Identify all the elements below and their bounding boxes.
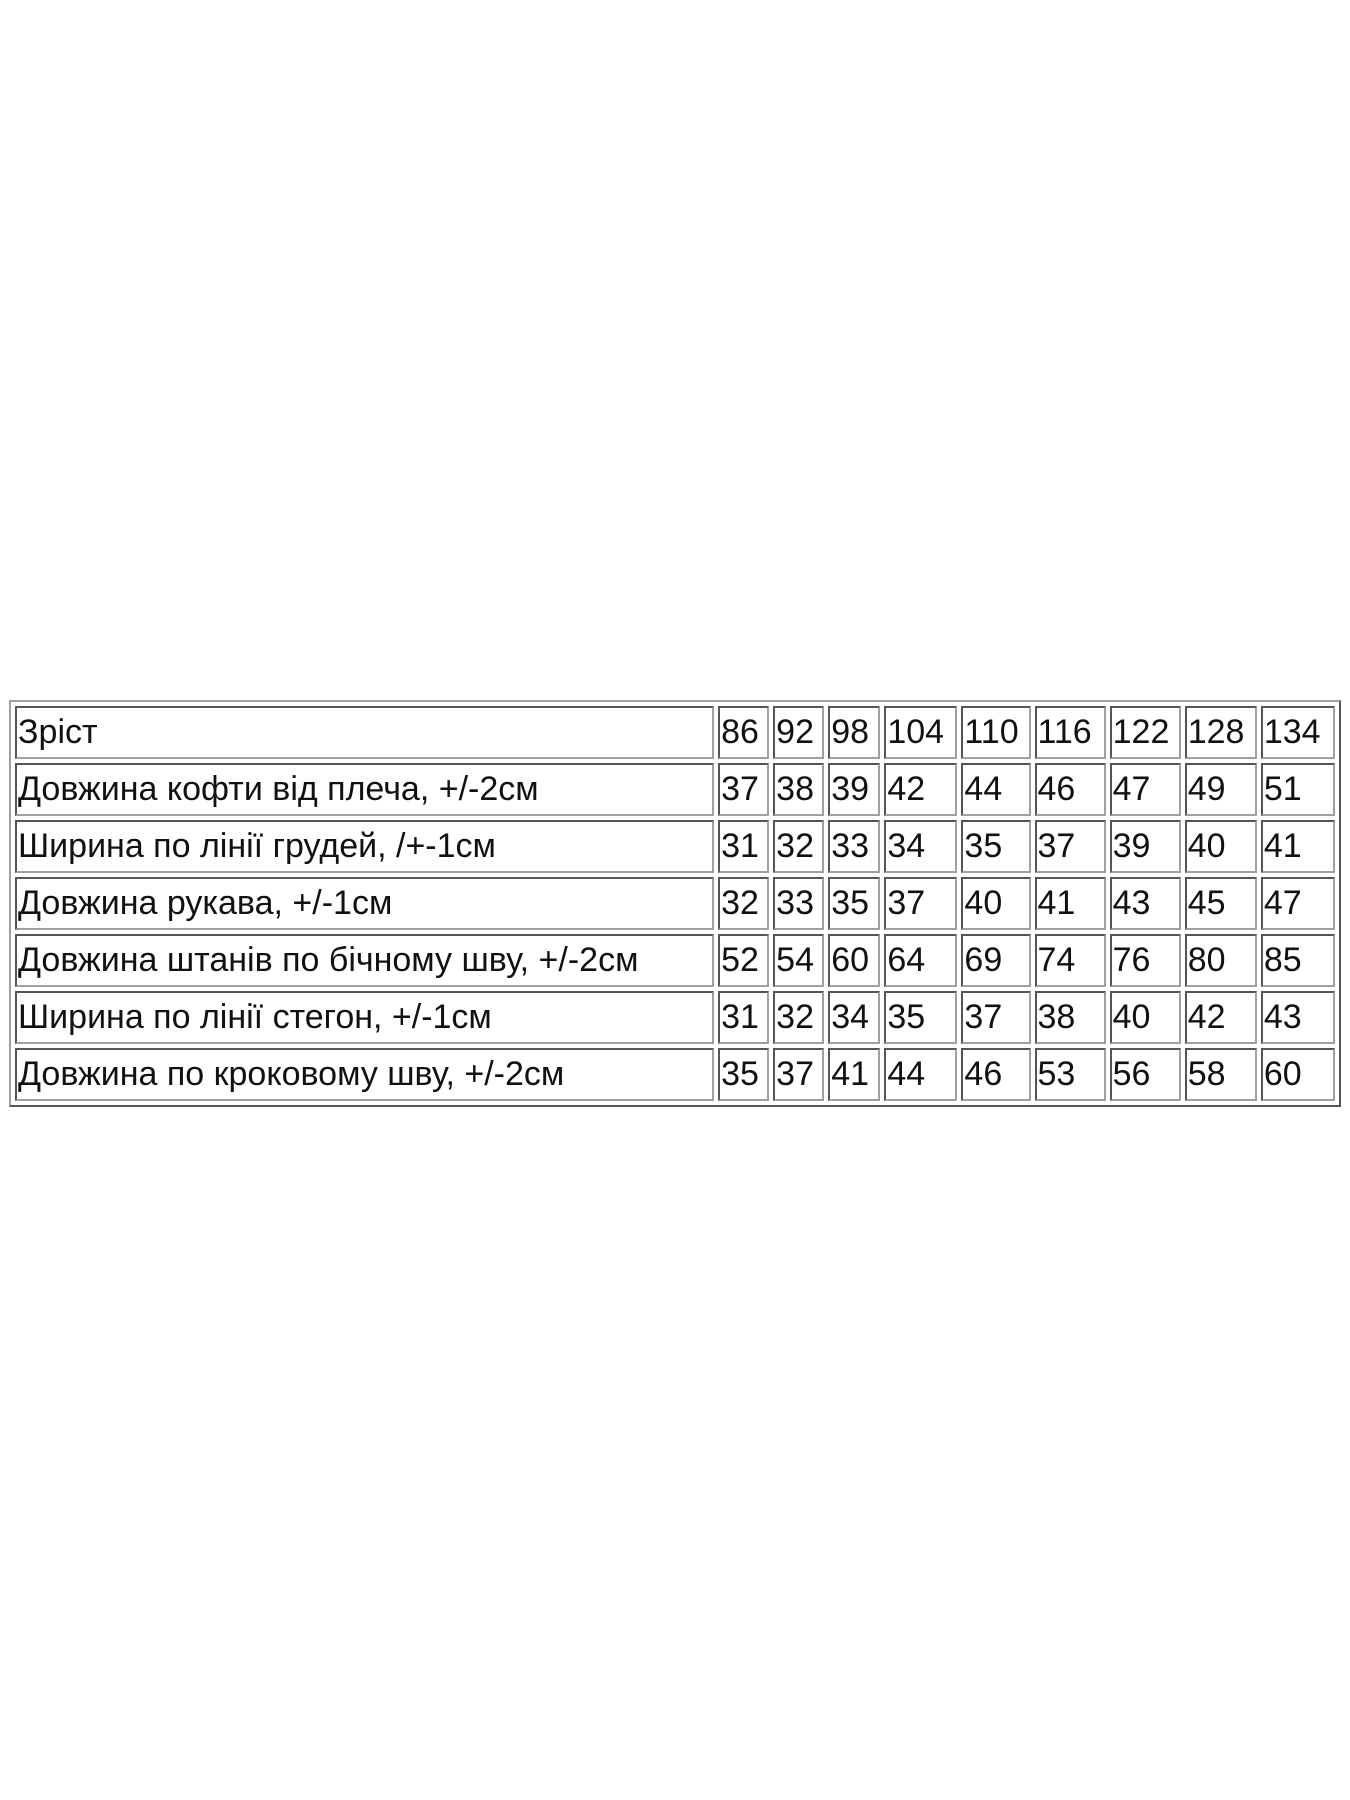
cell-value: 51 <box>1260 763 1335 816</box>
cell-value: 33 <box>828 820 881 873</box>
cell-value: 54 <box>773 934 825 987</box>
cell-value: 40 <box>1109 991 1181 1044</box>
table-row: Довжина по кроковому шву, +/-2см 35 37 41 44… <box>15 1048 1335 1101</box>
cell-value: 32 <box>773 820 825 873</box>
cell-value: 39 <box>828 763 881 816</box>
cell-value: 37 <box>773 1048 825 1101</box>
cell-value: 85 <box>1260 934 1335 987</box>
table-row: Ширина по лінії стегон, +/-1см 31 32 34 35 37… <box>15 991 1335 1044</box>
row-label: Ширина по лінії грудей, /+-1см <box>15 820 715 873</box>
cell-value: 128 <box>1184 706 1257 759</box>
table-row: Ширина по лінії грудей, /+-1см 31 32 33 34 35… <box>15 820 1335 873</box>
cell-value: 46 <box>1034 763 1106 816</box>
cell-value: 104 <box>884 706 958 759</box>
cell-value: 69 <box>961 934 1031 987</box>
cell-value: 37 <box>718 763 770 816</box>
cell-value: 60 <box>1260 1048 1335 1101</box>
table-row: Довжина кофти від плеча, +/-2см 37 38 39 42 4… <box>15 763 1335 816</box>
cell-value: 41 <box>828 1048 881 1101</box>
cell-value: 46 <box>961 1048 1031 1101</box>
cell-value: 122 <box>1109 706 1181 759</box>
cell-value: 110 <box>961 706 1031 759</box>
cell-value: 34 <box>828 991 881 1044</box>
cell-value: 40 <box>1184 820 1257 873</box>
cell-value: 74 <box>1034 934 1106 987</box>
cell-value: 44 <box>961 763 1031 816</box>
cell-value: 80 <box>1184 934 1257 987</box>
cell-value: 37 <box>884 877 958 930</box>
cell-value: 47 <box>1109 763 1181 816</box>
table-row: Довжина рукава, +/-1см 32 33 35 37 40 41 43 45 47 <box>15 877 1335 930</box>
cell-value: 43 <box>1260 991 1335 1044</box>
cell-value: 35 <box>884 991 958 1044</box>
cell-value: 33 <box>773 877 825 930</box>
cell-value: 42 <box>884 763 958 816</box>
row-label: Ширина по лінії стегон, +/-1см <box>15 991 715 1044</box>
cell-value: 53 <box>1034 1048 1106 1101</box>
cell-value: 98 <box>828 706 881 759</box>
cell-value: 42 <box>1184 991 1257 1044</box>
cell-value: 47 <box>1260 877 1335 930</box>
cell-value: 92 <box>773 706 825 759</box>
cell-value: 116 <box>1034 706 1106 759</box>
cell-value: 86 <box>718 706 770 759</box>
cell-value: 64 <box>884 934 958 987</box>
cell-value: 60 <box>828 934 881 987</box>
row-label: Довжина кофти від плеча, +/-2см <box>15 763 715 816</box>
table-row: Довжина штанів по бічному шву, +/-2см 52 5… <box>15 934 1335 987</box>
cell-value: 31 <box>718 991 770 1044</box>
cell-value: 76 <box>1109 934 1181 987</box>
table-row: Зріст 86 92 98 104 110 116 122 128 134 <box>15 706 1335 759</box>
row-label: Довжина штанів по бічному шву, +/-2см <box>15 934 715 987</box>
row-label: Зріст <box>15 706 715 759</box>
cell-value: 39 <box>1109 820 1181 873</box>
cell-value: 37 <box>1034 820 1106 873</box>
row-label: Довжина рукава, +/-1см <box>15 877 715 930</box>
cell-value: 32 <box>773 991 825 1044</box>
cell-value: 32 <box>718 877 770 930</box>
cell-value: 31 <box>718 820 770 873</box>
cell-value: 58 <box>1184 1048 1257 1101</box>
cell-value: 41 <box>1260 820 1335 873</box>
cell-value: 38 <box>1034 991 1106 1044</box>
size-table: Зріст 86 92 98 104 110 116 122 128 134 Довжина коф… <box>9 700 1341 1107</box>
cell-value: 35 <box>718 1048 770 1101</box>
cell-value: 41 <box>1034 877 1106 930</box>
cell-value: 49 <box>1184 763 1257 816</box>
cell-value: 44 <box>884 1048 958 1101</box>
row-label: Довжина по кроковому шву, +/-2см <box>15 1048 715 1101</box>
cell-value: 52 <box>718 934 770 987</box>
cell-value: 45 <box>1184 877 1257 930</box>
cell-value: 56 <box>1109 1048 1181 1101</box>
cell-value: 37 <box>961 991 1031 1044</box>
cell-value: 40 <box>961 877 1031 930</box>
cell-value: 34 <box>884 820 958 873</box>
cell-value: 38 <box>773 763 825 816</box>
cell-value: 43 <box>1109 877 1181 930</box>
cell-value: 35 <box>828 877 881 930</box>
cell-value: 134 <box>1260 706 1335 759</box>
cell-value: 35 <box>961 820 1031 873</box>
